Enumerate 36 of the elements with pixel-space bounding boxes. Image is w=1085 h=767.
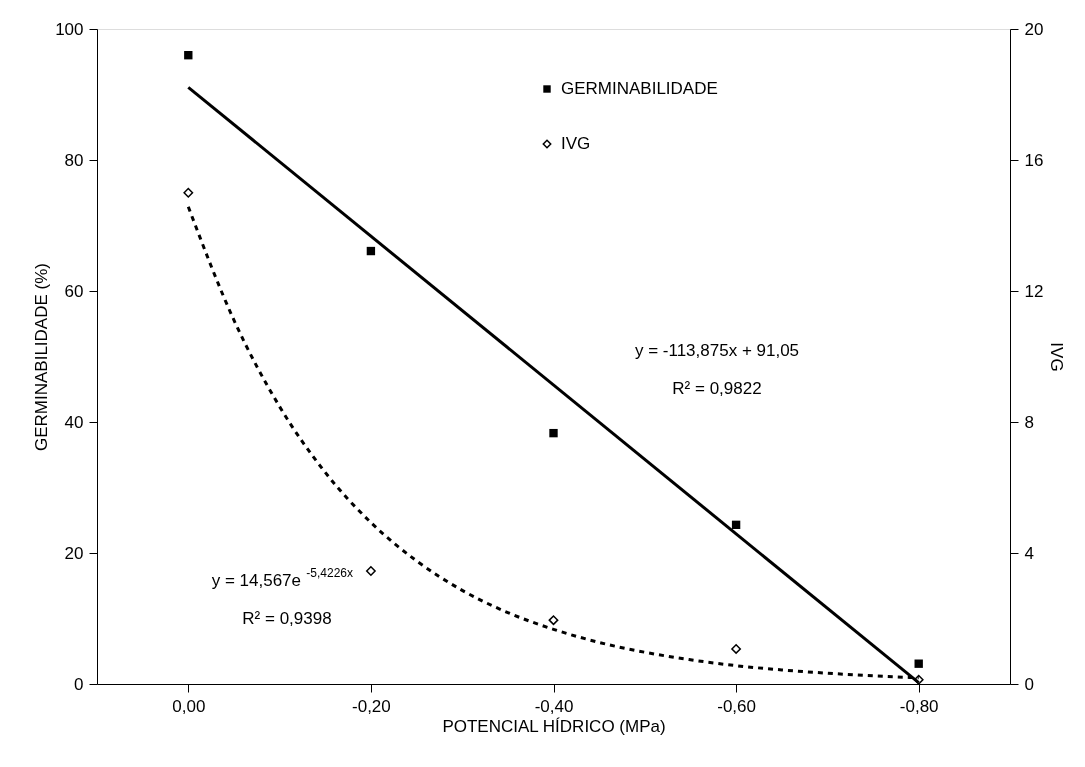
annotation: y = 14,567e-5,4226x — [211, 566, 353, 590]
y-tick-label: 60 — [64, 281, 84, 301]
x-tick-label: -0,20 — [352, 696, 391, 716]
point — [913, 674, 924, 685]
y2-tick-label: 12 — [1024, 281, 1044, 301]
annotation: R² = 0,9398 — [242, 609, 332, 628]
y-tick-label: 80 — [64, 150, 84, 170]
x-tick-label: -0,60 — [717, 696, 756, 716]
y2-axis-title: IVG — [1047, 342, 1067, 372]
y2-tick-label: 8 — [1024, 412, 1034, 432]
point — [548, 615, 559, 626]
y2-tick-label: 0 — [1024, 674, 1034, 694]
point — [366, 246, 376, 256]
x-tick-label: 0,00 — [172, 696, 206, 716]
annotation: y = -113,875x + 91,05 — [634, 341, 800, 360]
annotation: R² = 0,9822 — [672, 379, 762, 398]
y2-tick-label: 4 — [1024, 543, 1034, 563]
point — [549, 428, 558, 438]
y-tick-label: 20 — [64, 543, 84, 563]
x-tick-label: -0,80 — [899, 696, 939, 716]
x-axis-title: POTENCIAL HÍDRICO (MPa) — [442, 716, 666, 736]
point — [184, 51, 193, 60]
y-tick-label: 40 — [64, 412, 84, 432]
x-tick-label: -0,40 — [534, 696, 574, 716]
point — [914, 659, 923, 668]
y2-tick-label: 20 — [1024, 19, 1044, 39]
point — [731, 520, 741, 530]
y-tick-label: 100 — [55, 19, 84, 39]
y-axis-title: GERMINABILIDADE (%) — [32, 263, 52, 451]
point — [183, 187, 194, 198]
point — [731, 644, 742, 654]
y2-tick-label: 16 — [1024, 150, 1044, 170]
legend-label: IVG — [561, 134, 591, 153]
y-tick-label: 0 — [74, 674, 84, 694]
point — [365, 566, 376, 576]
legend-label: GERMINABILIDADE — [561, 79, 718, 98]
